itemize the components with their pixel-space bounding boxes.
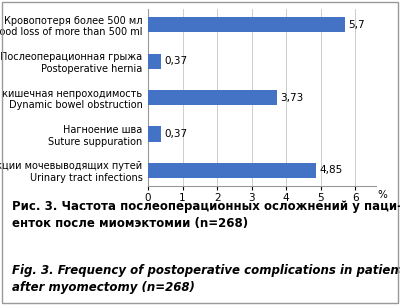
Text: 0,37: 0,37 [164, 56, 187, 66]
Text: 3,73: 3,73 [280, 93, 304, 102]
Text: %: % [378, 190, 388, 200]
Text: 5,7: 5,7 [348, 20, 365, 30]
Bar [148, 126, 161, 142]
Bar [148, 17, 345, 32]
Text: Рис. 3. Частота послеоперационных осложнений у паци-
енток после миомэктомии (n=: Рис. 3. Частота послеоперационных осложн… [12, 200, 400, 230]
Text: Fig. 3. Frequency of postoperative complications in patients
after myomectomy (n: Fig. 3. Frequency of postoperative compl… [12, 264, 400, 294]
Text: 0,37: 0,37 [164, 129, 187, 139]
Text: 4,85: 4,85 [319, 165, 342, 175]
Bar [148, 163, 316, 178]
Bar [148, 90, 277, 105]
Bar [148, 54, 161, 69]
